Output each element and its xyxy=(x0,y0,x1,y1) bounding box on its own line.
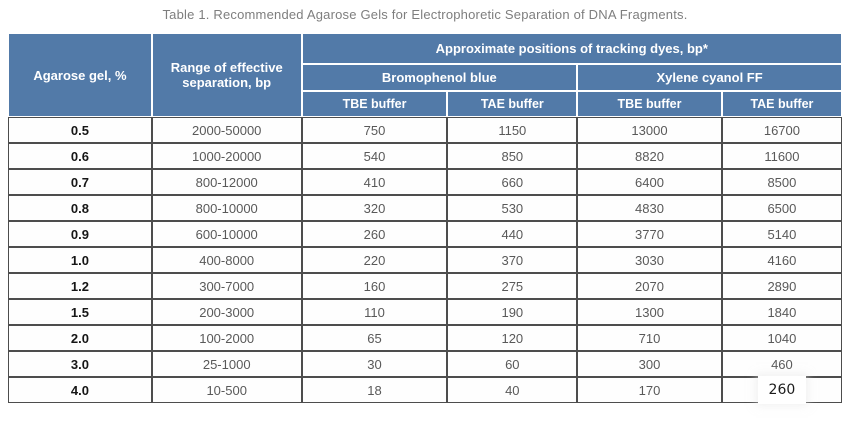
gel-percent-cell: 1.0 xyxy=(8,247,152,273)
value-cell: 60 xyxy=(447,351,578,377)
value-cell: 1040 xyxy=(721,325,842,351)
value-cell: 800-12000 xyxy=(151,169,302,195)
value-cell: 1150 xyxy=(447,117,578,143)
table-caption: Table 1. Recommended Agarose Gels for El… xyxy=(162,7,688,22)
header-bb-tae-buffer: TAE buffer xyxy=(447,91,578,117)
value-cell: 30 xyxy=(301,351,448,377)
table-row: 1.0 400-8000 220 370 3030 4160 xyxy=(8,247,842,273)
value-cell: 300 xyxy=(577,351,722,377)
value-cell: 260 xyxy=(301,221,448,247)
value-cell: 400-8000 xyxy=(151,247,302,273)
value-cell: 25-1000 xyxy=(151,351,302,377)
value-cell: 6400 xyxy=(577,169,722,195)
value-cell: 370 xyxy=(447,247,578,273)
gel-percent-cell: 0.7 xyxy=(8,169,152,195)
value-cell: 300-7000 xyxy=(151,273,302,299)
table-row: 2.0 100-2000 65 120 710 1040 xyxy=(8,325,842,351)
table-row: 0.8 800-10000 320 530 4830 6500 xyxy=(8,195,842,221)
gel-percent-cell: 4.0 xyxy=(8,377,152,403)
value-cell: 1300 xyxy=(577,299,722,325)
value-cell: 710 xyxy=(577,325,722,351)
value-cell: 200-3000 xyxy=(151,299,302,325)
table-body: 0.5 2000-50000 750 1150 13000 16700 0.6 1000-20… xyxy=(8,117,842,403)
header-tracking-dyes: Approximate positions of tracking dyes, … xyxy=(301,33,842,64)
value-cell: 540 xyxy=(301,143,448,169)
value-cell: 8500 xyxy=(721,169,842,195)
value-cell: 850 xyxy=(447,143,578,169)
value-cell: 4160 xyxy=(721,247,842,273)
table-row: 0.5 2000-50000 750 1150 13000 16700 xyxy=(8,117,842,143)
value-cell: 600-10000 xyxy=(151,221,302,247)
value-cell: 5140 xyxy=(721,221,842,247)
value-cell: 10-500 xyxy=(151,377,302,403)
value-cell: 275 xyxy=(447,273,578,299)
value-cell: 3770 xyxy=(577,221,722,247)
header-bromophenol-blue: Bromophenol blue xyxy=(301,64,578,91)
gel-percent-cell: 0.6 xyxy=(8,143,152,169)
value-cell: 2000-50000 xyxy=(151,117,302,143)
table-row: 4.0 10-500 18 40 170 260 xyxy=(8,377,842,403)
value-cell: 530 xyxy=(447,195,578,221)
edited-value-patch: 260 xyxy=(762,381,802,399)
value-cell: 800-10000 xyxy=(151,195,302,221)
header-xc-tae-buffer: TAE buffer xyxy=(721,91,842,117)
table-header: Agarose gel, % Range of effective separa… xyxy=(8,33,842,117)
value-cell: 6500 xyxy=(721,195,842,221)
table-row: 0.9 600-10000 260 440 3770 5140 xyxy=(8,221,842,247)
value-cell: 660 xyxy=(447,169,578,195)
value-cell: 4830 xyxy=(577,195,722,221)
gel-percent-cell: 0.9 xyxy=(8,221,152,247)
header-bb-tbe-buffer: TBE buffer xyxy=(301,91,448,117)
value-cell: 2070 xyxy=(577,273,722,299)
table-row: 3.0 25-1000 30 60 300 460 xyxy=(8,351,842,377)
table-row: 1.5 200-3000 110 190 1300 1840 xyxy=(8,299,842,325)
value-cell: 16700 xyxy=(721,117,842,143)
value-cell: 410 xyxy=(301,169,448,195)
header-xylene-cyanol-ff: Xylene cyanol FF xyxy=(577,64,842,91)
gel-percent-cell: 0.5 xyxy=(8,117,152,143)
value-cell: 65 xyxy=(301,325,448,351)
value-cell: 260 xyxy=(721,377,842,403)
gel-percent-cell: 0.8 xyxy=(8,195,152,221)
value-cell: 220 xyxy=(301,247,448,273)
gel-percent-cell: 3.0 xyxy=(8,351,152,377)
header-agarose-gel: Agarose gel, % xyxy=(8,33,152,117)
agarose-gel-table: Agarose gel, % Range of effective separa… xyxy=(8,33,842,403)
value-cell: 11600 xyxy=(721,143,842,169)
gel-percent-cell: 1.2 xyxy=(8,273,152,299)
gel-percent-cell: 1.5 xyxy=(8,299,152,325)
table-row: 0.6 1000-20000 540 850 8820 11600 xyxy=(8,143,842,169)
value-cell: 40 xyxy=(447,377,578,403)
value-cell: 750 xyxy=(301,117,448,143)
value-cell: 160 xyxy=(301,273,448,299)
value-cell: 170 xyxy=(577,377,722,403)
gel-percent-cell: 2.0 xyxy=(8,325,152,351)
value-cell: 13000 xyxy=(577,117,722,143)
value-cell: 100-2000 xyxy=(151,325,302,351)
value-cell: 440 xyxy=(447,221,578,247)
value-cell: 320 xyxy=(301,195,448,221)
value-cell: 190 xyxy=(447,299,578,325)
value-cell: 1840 xyxy=(721,299,842,325)
table-row: 1.2 300-7000 160 275 2070 2890 xyxy=(8,273,842,299)
value-cell: 460 xyxy=(721,351,842,377)
value-cell: 3030 xyxy=(577,247,722,273)
value-cell: 120 xyxy=(447,325,578,351)
value-cell: 110 xyxy=(301,299,448,325)
value-cell: 8820 xyxy=(577,143,722,169)
header-range-of-separation: Range of effective separation, bp xyxy=(151,33,302,117)
header-xc-tbe-buffer: TBE buffer xyxy=(577,91,722,117)
value-cell: 2890 xyxy=(721,273,842,299)
value-cell: 1000-20000 xyxy=(151,143,302,169)
value-cell: 18 xyxy=(301,377,448,403)
table-row: 0.7 800-12000 410 660 6400 8500 xyxy=(8,169,842,195)
